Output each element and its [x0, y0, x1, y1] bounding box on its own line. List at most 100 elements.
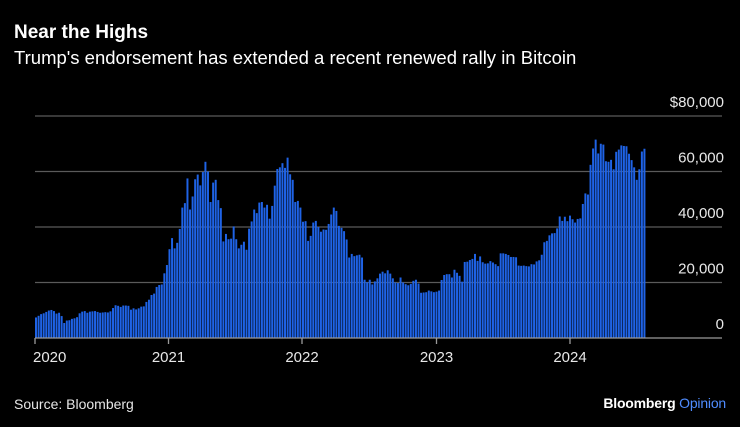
bar	[150, 294, 153, 338]
y-tick-label: $80,000	[670, 94, 724, 111]
bar	[212, 182, 215, 338]
bar	[556, 228, 559, 338]
bar	[381, 271, 384, 338]
bar	[153, 293, 156, 338]
bar	[576, 218, 579, 338]
bar	[232, 226, 235, 338]
bar	[145, 301, 148, 338]
y-tick-label: 40,000	[678, 205, 724, 222]
bar	[47, 310, 50, 338]
bar	[63, 323, 66, 338]
bar	[112, 308, 114, 338]
bar	[258, 202, 261, 338]
bar	[155, 286, 158, 338]
bar	[368, 279, 371, 338]
bar	[551, 233, 553, 338]
bar	[340, 227, 343, 338]
bar	[76, 317, 79, 338]
bar	[471, 258, 474, 338]
bar	[491, 262, 494, 338]
bar	[535, 261, 538, 338]
bar	[181, 207, 184, 338]
bar	[589, 164, 592, 338]
bar	[68, 320, 71, 338]
source-note: Source: Bloomberg	[14, 396, 134, 412]
bar	[607, 161, 610, 338]
bar	[284, 167, 286, 338]
bar	[332, 207, 335, 338]
bar	[484, 263, 487, 338]
bar	[214, 179, 217, 338]
bar	[314, 220, 317, 338]
bar	[353, 256, 356, 338]
bar	[191, 196, 194, 338]
bar	[58, 312, 61, 338]
bar	[168, 249, 171, 338]
x-tick-label: 2024	[553, 349, 586, 366]
bar	[42, 313, 45, 338]
bar	[260, 202, 263, 338]
bar	[427, 290, 430, 338]
bar	[319, 231, 322, 338]
bars	[35, 139, 646, 339]
bar	[630, 160, 633, 338]
bar	[489, 261, 492, 338]
bar	[268, 218, 271, 338]
bar	[461, 281, 464, 338]
bar	[561, 220, 564, 338]
bar	[617, 149, 620, 338]
bar	[638, 169, 641, 338]
bar	[414, 279, 417, 338]
bar	[389, 273, 392, 338]
bar	[399, 277, 402, 338]
bar	[571, 219, 574, 338]
bar	[635, 179, 638, 338]
bar	[186, 178, 189, 338]
bar	[533, 264, 536, 338]
bar	[458, 275, 461, 338]
bar	[597, 153, 600, 338]
bar	[569, 215, 571, 338]
bar	[189, 209, 192, 338]
bar	[309, 235, 312, 338]
bar	[83, 311, 86, 338]
bar	[438, 290, 441, 338]
bar	[114, 305, 117, 338]
bar	[163, 273, 166, 338]
bar	[281, 163, 284, 338]
bar	[307, 240, 310, 339]
bar	[52, 311, 55, 338]
bar	[224, 233, 227, 338]
bar	[463, 261, 466, 338]
bar	[407, 285, 410, 338]
bar	[602, 144, 605, 338]
bar	[299, 207, 302, 338]
bar	[348, 257, 351, 338]
bar	[91, 311, 94, 338]
bar	[217, 200, 220, 338]
bar	[235, 239, 238, 338]
bar	[507, 255, 510, 338]
bar	[106, 312, 109, 338]
bar	[240, 244, 243, 338]
bar	[366, 282, 369, 338]
bar	[117, 305, 120, 338]
bar	[396, 283, 399, 338]
bar	[183, 203, 186, 338]
bar	[620, 145, 623, 338]
bar	[468, 260, 471, 338]
bar	[196, 174, 199, 338]
bar	[422, 292, 425, 338]
bar	[574, 222, 577, 338]
bar	[481, 262, 484, 338]
bar	[81, 311, 84, 338]
bar	[158, 285, 161, 338]
bar	[291, 179, 294, 338]
bar	[109, 311, 112, 338]
bar	[402, 282, 405, 338]
bar	[622, 145, 625, 338]
bar	[194, 179, 197, 338]
bar	[266, 204, 269, 338]
bar	[625, 146, 628, 338]
bar	[335, 210, 338, 338]
